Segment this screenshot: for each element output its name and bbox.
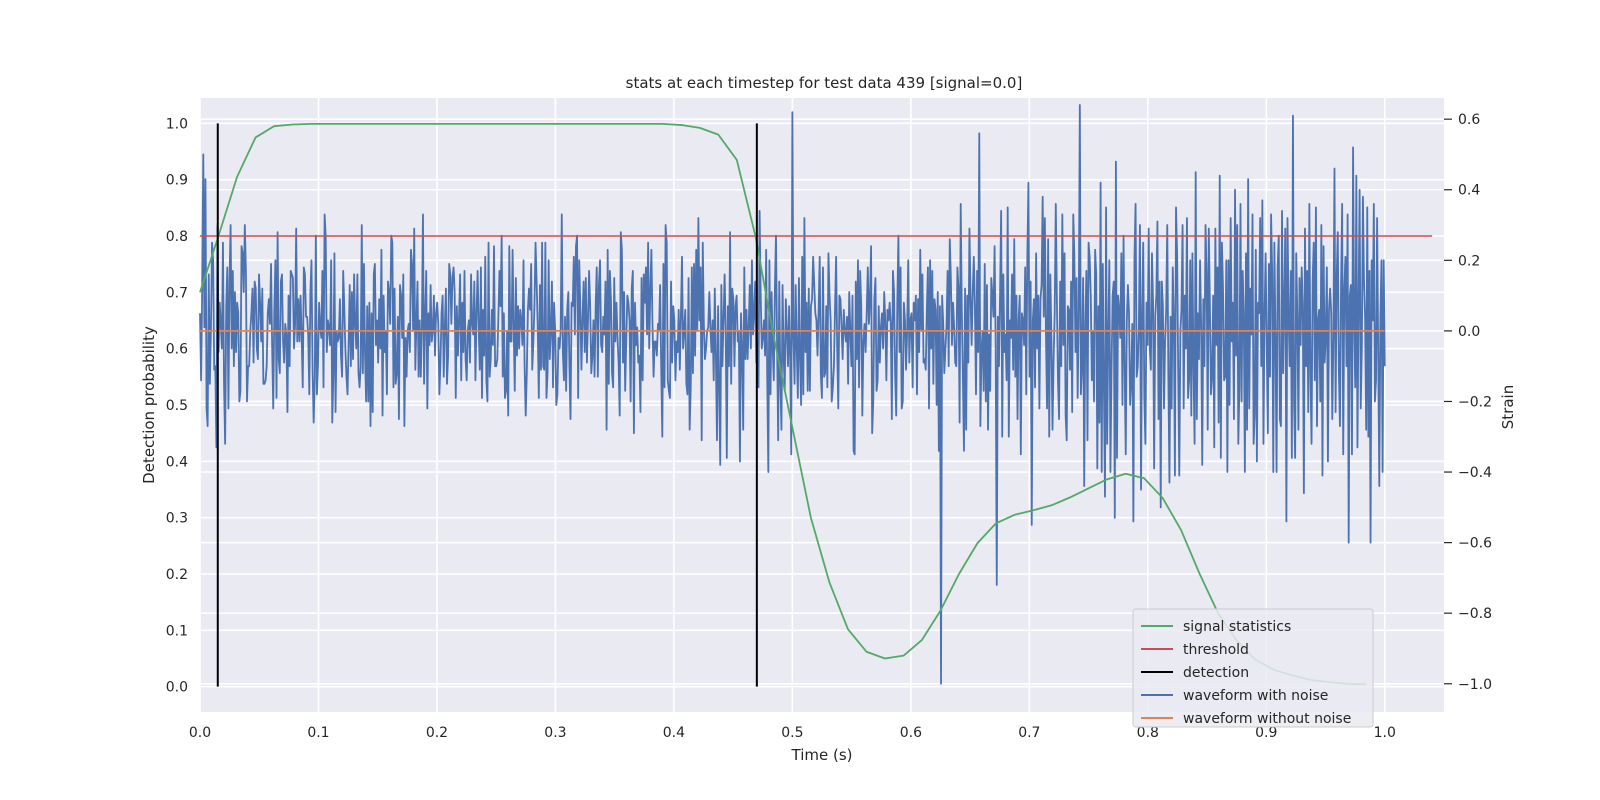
legend-entry: waveform without noise: [1183, 711, 1351, 727]
legend-entry: threshold: [1183, 642, 1249, 658]
legend-box: [1132, 608, 1374, 728]
y-left-tick-label: 0.5: [166, 398, 188, 414]
x-tick-label: 0.8: [1137, 725, 1159, 741]
y-right-tick-label: 0.0: [1458, 324, 1480, 340]
y-left-tick-label: 0.6: [166, 342, 188, 358]
series-waveform-with-noise: [199, 104, 1386, 685]
x-axis-label: Time (s): [791, 746, 853, 764]
y-right-tick-label: −0.8: [1458, 606, 1492, 622]
y-right-tick-label: 0.2: [1458, 253, 1480, 269]
plot-series: [199, 104, 1433, 687]
legend-entry: detection: [1183, 665, 1249, 681]
y-left-tick-label: 0.9: [166, 173, 188, 189]
y-left-tick-label: 0.0: [166, 680, 188, 696]
legend: signal statistics threshold detection wavef…: [1132, 608, 1374, 728]
series-signal-statistics: [199, 123, 1367, 686]
y-right-tick-label: 0.6: [1458, 112, 1480, 128]
y-right-tick-label: −0.6: [1458, 536, 1492, 552]
x-tick-label: 0.7: [1018, 725, 1040, 741]
legend-entry: signal statistics: [1183, 619, 1291, 635]
y-left-tick-label: 0.7: [166, 285, 188, 301]
x-tick-label: 0.5: [781, 725, 803, 741]
y-right-tick-label: 0.4: [1458, 183, 1480, 199]
y-left-tick-label: 0.3: [166, 511, 188, 527]
y-right-tick-label: −0.4: [1458, 465, 1492, 481]
x-tick-label: 0.1: [307, 725, 329, 741]
y-left-tick-label: 0.1: [166, 623, 188, 639]
y-axis-right-label: Strain: [1499, 385, 1517, 429]
y-right-tick-label: −1.0: [1458, 677, 1492, 693]
chart-title: stats at each timestep for test data 439…: [626, 74, 1023, 92]
y-right-tick-label: −0.2: [1458, 394, 1492, 410]
x-tick-label: 0.9: [1255, 725, 1277, 741]
x-tick-label: 0.4: [663, 725, 685, 741]
y-left-tick-label: 0.4: [166, 454, 188, 470]
y-left-tick-label: 0.8: [166, 229, 188, 245]
axis-ticks: 0.0 0.1 0.2 0.3 0.4 0.5 0.6 0.7 0.8 0.9 1.0 0.0 0.1 0…: [166, 112, 1492, 741]
x-tick-label: 0.0: [189, 725, 211, 741]
x-tick-label: 0.3: [544, 725, 566, 741]
y-left-tick-label: 0.2: [166, 567, 188, 583]
y-left-tick-label: 1.0: [166, 116, 188, 132]
y-axis-left-label: Detection probability: [140, 326, 158, 484]
x-tick-label: 0.6: [900, 725, 922, 741]
legend-entry: waveform with noise: [1183, 688, 1328, 704]
x-tick-label: 0.2: [426, 725, 448, 741]
x-tick-label: 1.0: [1374, 725, 1396, 741]
